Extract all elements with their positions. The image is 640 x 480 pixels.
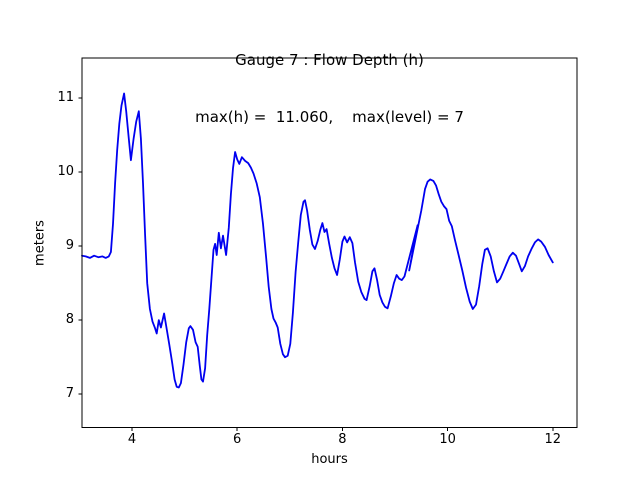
x-tick-label: 4 [127, 432, 137, 447]
chart-subtitle: max(h) = 11.060, max(level) = 7 [195, 108, 464, 126]
x-axis-label: hours [311, 452, 348, 467]
chart-title: Gauge 7 : Flow Depth (h) [235, 51, 424, 69]
x-tick-label: 6 [233, 432, 242, 447]
y-tick-label: 7 [65, 386, 74, 402]
x-tick-label: 10 [439, 432, 456, 447]
tick-marks [78, 97, 554, 431]
y-tick-label: 11 [57, 89, 74, 105]
y-tick-label: 8 [65, 312, 74, 328]
x-tick-label: 12 [544, 432, 562, 447]
y-axis-label: meters [32, 220, 48, 266]
y-tick-label: 9 [65, 238, 74, 254]
y-tick-label: 10 [57, 164, 74, 180]
flow-depth-line [81, 92, 554, 389]
plot-area-border [81, 57, 578, 428]
title-block: Gauge 7 : Flow Depth (h) max(h) = 11.060… [82, 13, 577, 165]
x-tick-label: 8 [338, 432, 347, 447]
